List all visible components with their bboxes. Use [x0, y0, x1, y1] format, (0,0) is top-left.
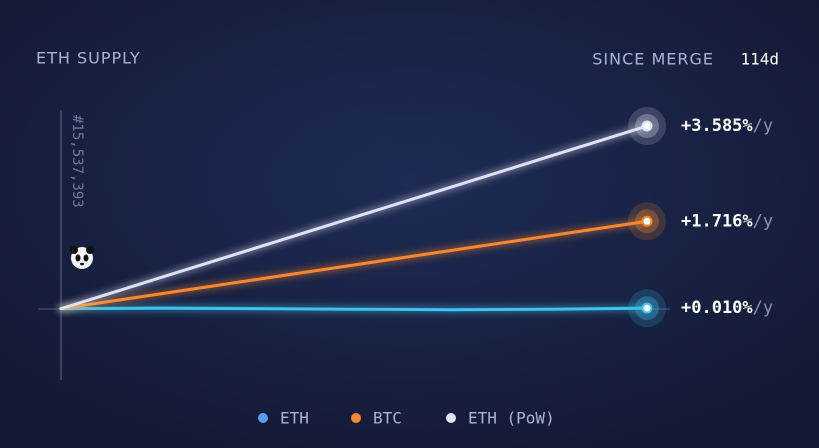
- end-label: +1.716%/y: [681, 211, 773, 231]
- end-point: [641, 120, 653, 132]
- legend-dot: [258, 413, 268, 423]
- end-point: [641, 302, 653, 314]
- end-point: [641, 215, 653, 227]
- series-line: [59, 219, 649, 311]
- end-unit: /y: [753, 116, 773, 136]
- since-value: 114d: [740, 50, 779, 69]
- series-line: [59, 124, 649, 311]
- legend-dot: [351, 413, 361, 423]
- end-label: +0.010%/y: [681, 298, 773, 318]
- legend-label: ETH: [280, 409, 309, 428]
- end-value: +0.010%: [681, 298, 753, 318]
- end-unit: /y: [753, 211, 773, 231]
- end-label: +3.585%/y: [681, 116, 773, 136]
- panda-icon: [70, 246, 94, 269]
- end-value: +3.585%: [681, 116, 753, 136]
- end-unit: /y: [753, 298, 773, 318]
- series-line: [59, 306, 649, 312]
- end-value: +1.716%: [681, 211, 753, 231]
- chart-title: ETH SUPPLY: [36, 49, 141, 68]
- block-label: #15,537,393: [69, 115, 85, 208]
- legend-label: BTC: [373, 409, 402, 428]
- since-label: SINCE MERGE: [592, 50, 714, 69]
- legend-dot: [446, 413, 456, 423]
- legend-label: ETH (PoW): [468, 409, 555, 428]
